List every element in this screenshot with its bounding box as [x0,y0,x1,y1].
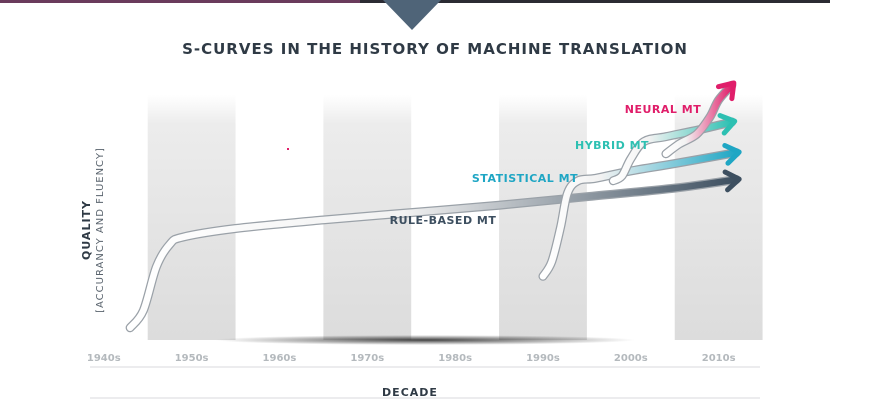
x-tick-label: 1950s [175,353,209,364]
series-line-neural-mt [662,81,736,158]
series-line-statistical-mt [539,149,740,280]
series-arrowhead-statistical-mt [722,142,742,166]
top-marker [383,0,441,30]
top-strip-accent [0,0,360,3]
x-tick-label: 1990s [526,353,560,364]
series-label-rule-based-mt: RULE-BASED MT [390,214,497,227]
x-tick-label: 1970s [350,353,384,364]
series-arrowhead-neural-mt [715,80,737,102]
x-axis-label: DECADE [382,386,438,399]
series-label-hybrid-mt: HYBRID MT [575,139,649,152]
baseline-shadow [215,335,635,345]
series-arrowhead-rule-based-mt [722,169,742,193]
series-label-statistical-mt: STATISTICAL MT [472,172,578,185]
decade-band [147,95,236,340]
x-tick-label: 2000s [614,353,648,364]
decade-band [499,95,587,340]
series-arrowhead-hybrid-mt [717,113,738,136]
chart-title: S-CURVES IN THE HISTORY OF MACHINE TRANS… [182,40,688,58]
series-label-neural-mt: NEURAL MT [625,103,701,116]
x-tick-label: 2010s [702,353,736,364]
x-tick-label: 1980s [438,353,472,364]
x-tick-label: 1940s [87,353,121,364]
stray-mark [287,148,289,150]
series-line-rule-based-mt [126,176,740,331]
x-tick-label: 1960s [263,353,297,364]
